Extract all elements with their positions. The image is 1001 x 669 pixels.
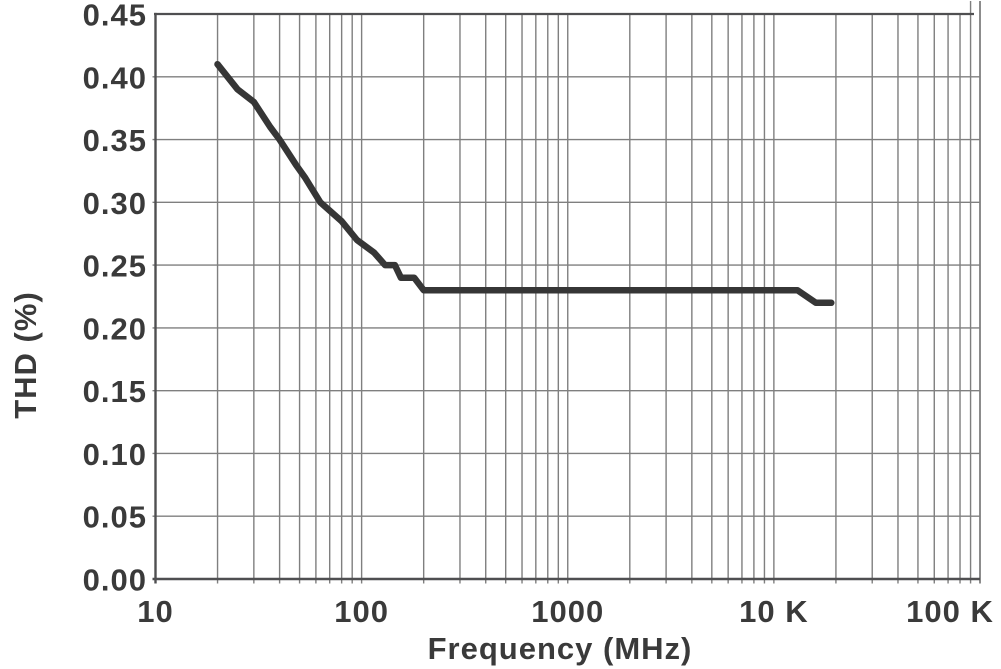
y-gridlines	[152, 76, 980, 517]
y-tick-label: 0.30	[83, 186, 147, 221]
y-tick-labels: 0.00 0.05 0.10 0.15 0.20 0.25 0.30 0.35 0.40 0.45	[83, 0, 147, 598]
plot-border	[152, 12, 980, 584]
y-tick-label: 0.35	[83, 123, 147, 158]
y-tick-label: 0.25	[83, 249, 147, 284]
y-tick-label: 0.00	[83, 563, 147, 598]
x-gridlines	[216, 1, 981, 584]
x-tick-label: 100	[334, 594, 389, 629]
y-tick-label: 0.15	[83, 374, 147, 409]
x-tick-label: 10	[137, 594, 173, 629]
y-tick-label: 0.40	[83, 60, 147, 95]
y-tick-label: 0.45	[83, 0, 147, 33]
x-tick-label: 1000	[531, 594, 604, 629]
x-tick-label: 100 K	[906, 594, 994, 629]
y-tick-label: 0.05	[83, 500, 147, 535]
thd-curve	[214, 60, 835, 307]
x-tick-labels: 10 100 1000 10 K 100 K	[137, 594, 994, 629]
y-axis-title: THD (%)	[8, 291, 43, 419]
x-axis-title: Frequency (MHz)	[428, 631, 693, 666]
y-tick-label: 0.10	[83, 437, 147, 472]
x-tick-label: 10 K	[739, 594, 808, 629]
y-tick-label: 0.20	[83, 311, 147, 346]
